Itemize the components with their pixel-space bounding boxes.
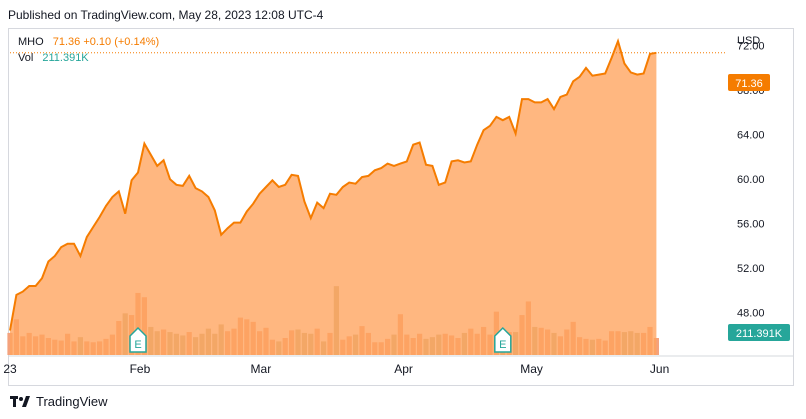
price-line [9,38,657,331]
price-area [10,41,657,355]
volume-badge: 211.391K [728,324,790,341]
symbol-legend[interactable]: MHO 71.36 +0.10 (+0.14%) [18,36,159,48]
last-price: 71.36 [52,36,81,48]
time-axis: 23 Feb Mar Apr May Jun [3,355,793,376]
earnings-marker-label: E [134,339,141,351]
x-tick-label: Mar [251,362,272,376]
price-badge: 71.36 [728,74,770,91]
currency-label: USD [737,35,760,47]
price-change: +0.10 (+0.14%) [83,36,160,48]
y-tick-label: 48.00 [737,308,765,320]
x-tick-label: Jun [650,362,669,376]
published-caption: Published on TradingView.com, May 28, 20… [8,8,324,22]
price-badge-text: 71.36 [735,78,763,90]
x-tick-label: Apr [394,362,413,376]
price-badge-bg [728,74,770,91]
volume-badge-text: 211.391K [736,328,783,340]
symbol-name: MHO [18,36,44,48]
earnings-marker-shape [129,326,147,353]
chart-frame[interactable] [8,28,794,386]
volume-badge-bg [728,324,790,341]
y-tick-label: 72.00 [737,41,765,53]
volume-legend[interactable]: Vol 211.391K [18,52,89,64]
earnings-marker: E [129,326,147,353]
tradingview-brand[interactable]: TradingView [10,394,108,409]
volume-label: Vol [18,52,34,64]
x-tick-label: Feb [130,362,151,376]
y-tick-label: 56.00 [737,219,765,231]
earnings-marker-shape [494,326,512,353]
y-tick-label: 60.00 [737,174,765,186]
earnings-marker-label: E [499,339,506,351]
x-tick-label: 23 [3,362,17,376]
tradingview-logo-icon [10,395,30,407]
brand-name: TradingView [36,394,108,409]
earnings-marker: E [494,326,512,353]
y-tick-label: 52.00 [737,263,765,275]
x-tick-label: May [520,362,543,376]
y-tick-label: 64.00 [737,130,765,142]
volume-value: 211.391K [42,52,89,64]
